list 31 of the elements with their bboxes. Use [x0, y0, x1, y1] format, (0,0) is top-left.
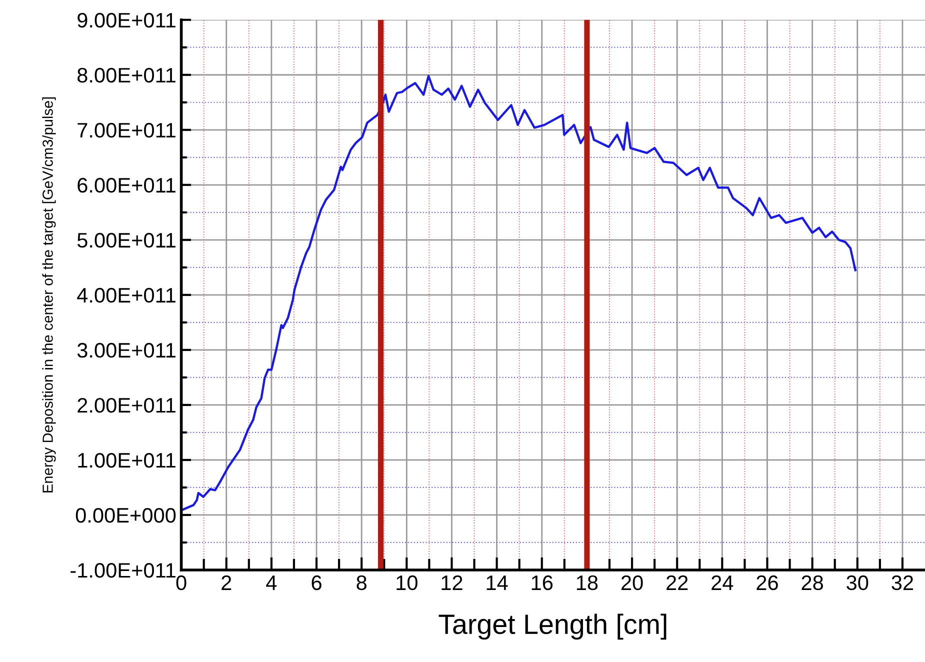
- x-tick-label: 26: [756, 575, 778, 590]
- y-tick-label: 8.00E+011: [78, 68, 176, 83]
- y-tick-label: 6.00E+011: [78, 178, 176, 193]
- x-tick-label: 2: [222, 575, 232, 590]
- x-tick-label: 16: [532, 575, 553, 590]
- x-tick-label: 20: [621, 575, 643, 590]
- y-axis-title: Energy Deposition in the center of the target [GeV/cm3/pulse]: [42, 97, 56, 492]
- y-tick-label: 0.00E+000: [76, 508, 176, 523]
- x-tick-label: 30: [846, 575, 868, 590]
- y-tick-label: 3.00E+011: [77, 342, 176, 358]
- y-tick-label: 2.00E+011: [78, 398, 176, 413]
- x-tick-label: 12: [442, 575, 462, 590]
- x-tick-label: 6: [312, 575, 322, 590]
- x-tick-label: 22: [666, 575, 688, 590]
- x-tick-label: 24: [712, 575, 734, 590]
- y-tick-label: 5.00E+011: [77, 232, 176, 248]
- x-tick-label: 10: [396, 575, 418, 590]
- x-tick-label: 18: [576, 575, 598, 590]
- y-tick-label: -1.00E+011: [70, 562, 176, 578]
- y-tick-label: 9.00E+011: [78, 12, 176, 28]
- x-tick-label: 14: [486, 576, 508, 590]
- y-tick-label: 7.00E+011: [78, 122, 176, 138]
- x-tick-label: 28: [802, 575, 823, 590]
- y-tick-label: 4.00E+011: [77, 288, 176, 303]
- x-tick-label: 0: [176, 575, 186, 590]
- x-tick-label: 4: [266, 576, 277, 590]
- y-tick-label: 1.00E+011: [78, 452, 176, 468]
- line-series: [181, 74, 856, 512]
- x-tick-label: 8: [356, 575, 366, 590]
- x-tick-label: 32: [892, 575, 914, 590]
- x-axis-title: Target Length [cm]: [438, 614, 666, 640]
